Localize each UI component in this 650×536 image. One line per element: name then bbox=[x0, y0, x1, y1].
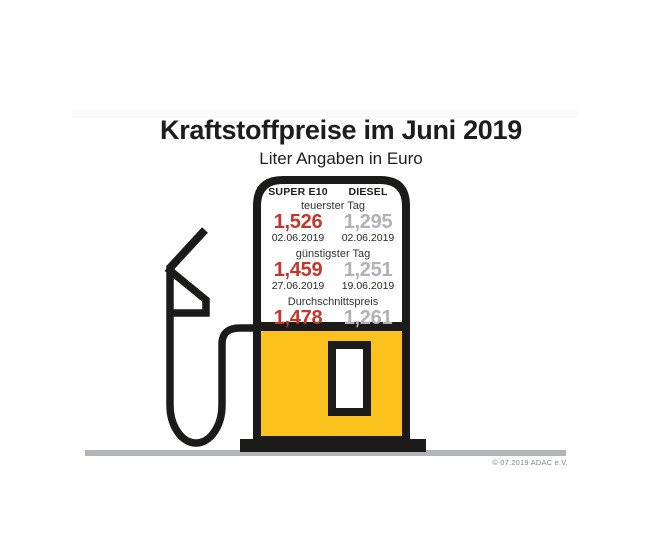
price-e10-cheapest: 1,459 bbox=[273, 259, 323, 281]
price-row-average: 1,478 1,261 bbox=[263, 307, 403, 329]
nozzle-spout bbox=[164, 265, 210, 317]
ground-line bbox=[85, 450, 566, 456]
pump-display-panel bbox=[261, 184, 402, 322]
date-diesel-most-expensive: 02.06.2019 bbox=[341, 232, 395, 244]
price-diesel-average: 1,261 bbox=[343, 307, 393, 329]
price-row-cheapest: 1,459 1,251 bbox=[263, 259, 403, 281]
copyright-notice: © 07.2019 ADAC e.V. bbox=[492, 458, 568, 467]
date-row-most-expensive: 02.06.2019 02.06.2019 bbox=[263, 232, 403, 245]
date-e10-most-expensive: 02.06.2019 bbox=[271, 232, 325, 244]
section-label-cheapest: günstigster Tag bbox=[295, 248, 371, 260]
pump-hose bbox=[166, 266, 257, 447]
page-subtitle: Liter Angaben in Euro bbox=[259, 149, 423, 168]
column-header-diesel: DIESEL bbox=[348, 186, 388, 198]
section-label-average: Durchschnittspreis bbox=[287, 296, 379, 308]
price-diesel-most-expensive: 1,295 bbox=[343, 211, 393, 233]
date-row-cheapest: 27.06.2019 19.06.2019 bbox=[263, 280, 403, 293]
column-header-super-e10: SUPER E10 bbox=[268, 186, 328, 198]
section-label-most-expensive: teuerster Tag bbox=[300, 200, 365, 212]
fuel-type-header-row: SUPER E10 DIESEL bbox=[263, 186, 403, 200]
date-diesel-cheapest: 19.06.2019 bbox=[341, 280, 395, 292]
nozzle-handle bbox=[166, 227, 208, 272]
price-display: SUPER E10 DIESEL teuerster Tag 1,526 1,2… bbox=[263, 186, 403, 328]
page-title: Kraftstoffpreise im Juni 2019 bbox=[160, 115, 522, 145]
price-e10-most-expensive: 1,526 bbox=[273, 211, 323, 233]
price-row-most-expensive: 1,526 1,295 bbox=[263, 211, 403, 233]
pump-door bbox=[336, 349, 363, 408]
card-top-edge bbox=[72, 110, 578, 118]
price-e10-average: 1,478 bbox=[273, 307, 323, 329]
date-e10-cheapest: 27.06.2019 bbox=[271, 280, 325, 292]
price-diesel-cheapest: 1,251 bbox=[343, 259, 393, 281]
